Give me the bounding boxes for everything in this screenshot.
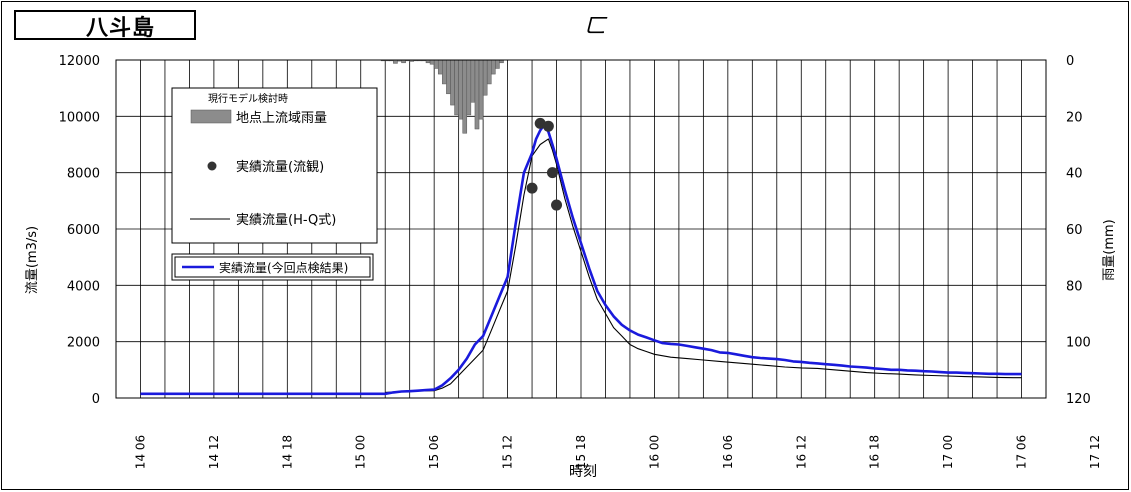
x-tick-label: 15 00	[354, 435, 368, 469]
legend-bar-swatch	[190, 109, 232, 124]
y-tick-right: 40	[1066, 167, 1083, 182]
y-tick-left: 6000	[67, 223, 100, 238]
series-line-blue	[140, 123, 1022, 396]
x-tick-label: 16 00	[647, 435, 661, 469]
rain-bar	[466, 59, 472, 116]
rain-bar	[458, 59, 463, 120]
observed-point	[526, 182, 538, 194]
series-line-black	[385, 138, 1022, 393]
observed-point	[546, 167, 558, 179]
rain-bar	[474, 59, 480, 130]
rain-bar	[478, 59, 484, 120]
series-lines	[140, 123, 1022, 396]
rain-bar	[433, 59, 439, 69]
x-tick-label: 15 12	[501, 435, 515, 469]
rain-bars	[380, 59, 504, 134]
legend-extra-box-inner	[174, 256, 371, 278]
plot-area	[115, 59, 1047, 399]
legend-header: 現行モデル検討時	[208, 92, 288, 105]
rain-bar	[442, 59, 447, 85]
x-axis-ticks: 14 06 14 12 14 18 15 00 15 06 15 12 15 18 16 00…	[133, 435, 1102, 469]
chart-title: ㄈ	[584, 14, 607, 39]
station-label-box: 八斗島	[14, 10, 196, 40]
rain-bar	[470, 59, 476, 103]
y-tick-left: 8000	[67, 167, 100, 182]
rain-bar	[462, 59, 468, 134]
observed-point	[551, 199, 563, 211]
x-tick-label: 16 18	[868, 435, 882, 469]
x-tick-label: 14 12	[207, 435, 221, 469]
y-tick-right: 20	[1066, 110, 1083, 125]
y-tick-right: 120	[1066, 392, 1091, 407]
x-tick-label: 17 12	[1088, 435, 1102, 469]
rain-bar	[393, 59, 398, 64]
left-axis-ticks: 0 2000 4000 6000 8000 10000 12000	[59, 54, 100, 407]
x-tick-label: 17 00	[941, 435, 955, 469]
legend-item-hq: 実績流量(H-Q式)	[236, 212, 336, 228]
legend-item-rain: 地点上流域雨量	[236, 111, 327, 126]
y-tick-right: 80	[1066, 279, 1083, 294]
rain-bar	[491, 59, 496, 75]
y-tick-right: 100	[1066, 336, 1091, 351]
x-tick-label: 15 18	[574, 435, 588, 469]
legend-item-observed: 実績流量(流観)	[236, 159, 324, 175]
y-tick-left: 4000	[67, 279, 100, 294]
rain-bar	[486, 59, 492, 85]
observed-points	[526, 117, 563, 211]
x-tick-label: 17 06	[1015, 435, 1029, 469]
legend-extra: 実績流量(今回点検結果)	[171, 253, 374, 281]
x-tick-label: 14 18	[280, 435, 294, 469]
x-tick-label: 16 12	[794, 435, 808, 469]
legend-dot-swatch	[207, 161, 217, 171]
y-tick-left: 2000	[67, 336, 100, 351]
rain-bar	[446, 59, 451, 95]
rain-bar	[495, 59, 500, 69]
y-axis-label-left: 流量(m3/s)	[25, 226, 40, 294]
y-tick-left: 10000	[59, 110, 100, 125]
rain-bar	[482, 59, 488, 96]
legend-item-blue: 実績流量(今回点検結果)	[219, 260, 348, 275]
y-tick-left: 12000	[59, 54, 100, 69]
x-tick-label: 16 06	[721, 435, 735, 469]
observed-point	[542, 120, 554, 132]
rain-bar	[454, 59, 459, 116]
station-name: 八斗島	[86, 16, 156, 41]
y-tick-right: 60	[1066, 223, 1083, 238]
y-tick-right: 0	[1066, 54, 1074, 69]
x-tick-label: 15 06	[427, 435, 441, 469]
rain-bar	[437, 59, 443, 75]
x-axis-label: 時刻	[569, 464, 597, 480]
rain-bar	[450, 59, 455, 106]
right-axis-ticks: 0 20 40 60 80 100 120	[1066, 54, 1091, 407]
rain-bar	[429, 59, 435, 65]
y-tick-left: 0	[92, 392, 100, 407]
y-axis-label-right: 雨量(mm)	[1102, 219, 1117, 280]
x-tick-label: 14 06	[133, 435, 147, 469]
